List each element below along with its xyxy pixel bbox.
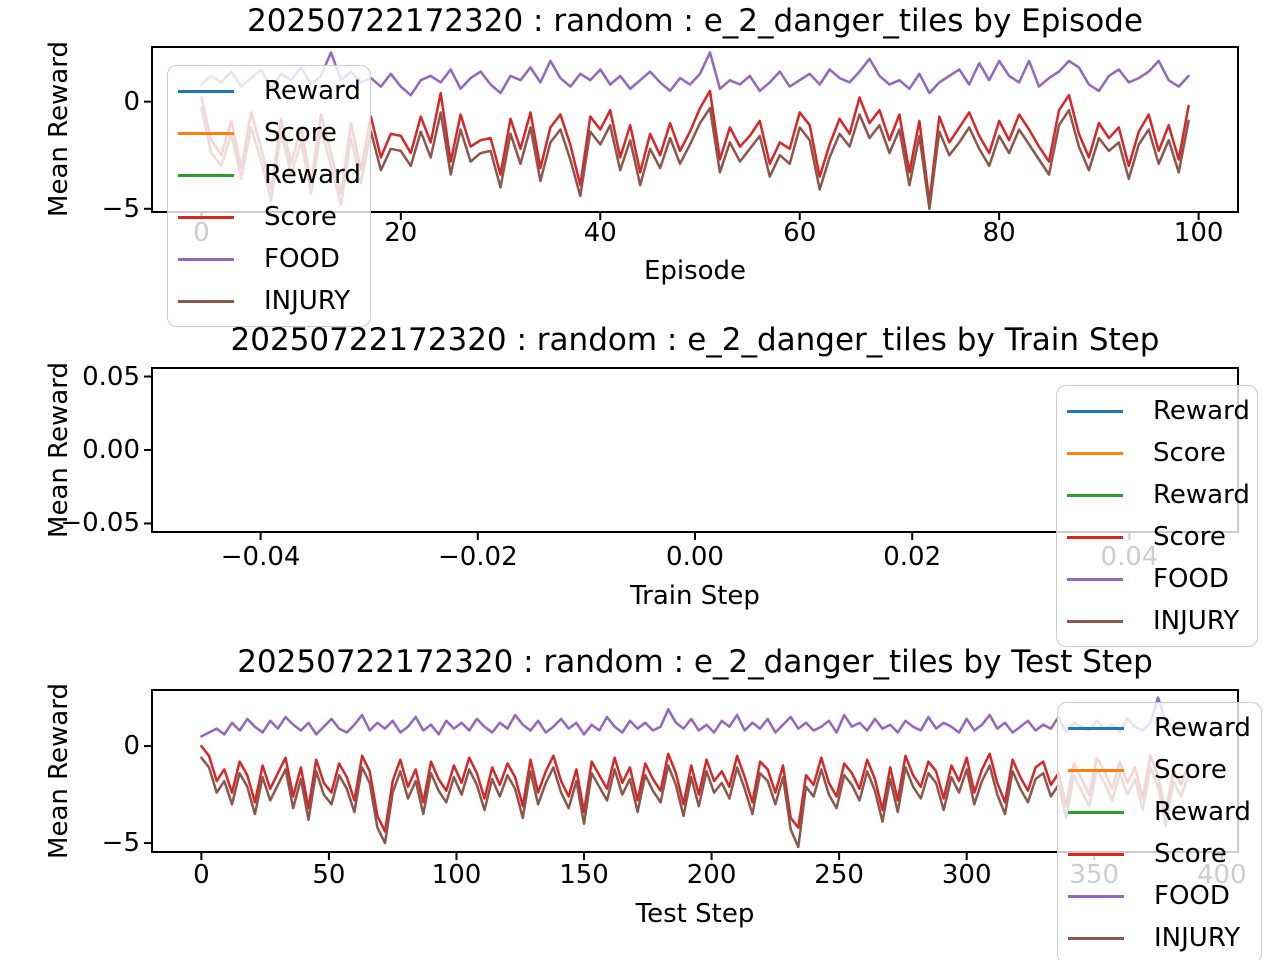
legend-entry: Score [168, 196, 370, 238]
legend-label: Score [264, 118, 337, 148]
legend-entry: Score [168, 112, 370, 154]
y-tick-label: 0 [123, 86, 140, 117]
x-tick-label: 250 [814, 860, 864, 890]
x-tick-label: 300 [941, 860, 992, 890]
legend-label: Reward [264, 76, 361, 106]
legend-entry: FOOD [168, 238, 370, 280]
legend-label: INJURY [264, 286, 351, 316]
legend-label: Score [1153, 438, 1226, 468]
legend-entry: Reward [168, 154, 370, 196]
x-axis-label: Episode [643, 256, 747, 286]
legend-label: INJURY [1154, 923, 1241, 953]
legend-swatch-reward-line [1068, 810, 1124, 814]
legend-entry: Reward [168, 70, 370, 112]
legend-swatch-reward-line [1067, 409, 1123, 413]
legend-entry: FOOD [1057, 558, 1257, 600]
y-tick-label: 0 [123, 731, 140, 762]
x-tick-label: 100 [1173, 218, 1224, 248]
legend-entry: INJURY [1057, 600, 1257, 642]
legend-label: Score [1153, 522, 1226, 552]
legend: Reward Score Reward Score FOOD INJURY [167, 65, 371, 327]
legend-swatch-score-line [1068, 768, 1124, 772]
legend-label: Reward [1153, 480, 1250, 510]
legend-label: Score [1154, 755, 1227, 785]
legend-label: Score [264, 202, 337, 232]
legend-swatch-reward-line [178, 89, 234, 93]
y-tick-label: −0.05 [60, 508, 140, 539]
x-tick-label: 0.00 [666, 542, 724, 572]
legend-entry: Reward [1057, 474, 1257, 516]
x-tick-label: 100 [431, 860, 482, 890]
y-tick-label: 0.05 [82, 361, 140, 392]
legend-label: Reward [264, 160, 361, 190]
legend-entry: FOOD [1058, 875, 1261, 917]
y-tick-label: −5 [101, 828, 140, 859]
legend-entry: Reward [1058, 707, 1261, 749]
legend-swatch-food-line [1067, 577, 1123, 581]
x-tick-label: 60 [783, 218, 817, 248]
x-axis-label: Test Step [635, 899, 755, 929]
series-line-injury [200, 756, 1190, 849]
y-tick-label: −5 [101, 193, 140, 224]
x-tick-label: 80 [982, 218, 1016, 248]
legend-entry: Score [1058, 833, 1261, 875]
x-tick-label: 200 [686, 860, 737, 890]
series-line-food [200, 696, 1190, 738]
legend-entry: Reward [1057, 390, 1257, 432]
x-tick-label: −0.02 [437, 542, 518, 572]
chart-title: 20250722172320 : random : e_2_danger_til… [237, 644, 1153, 680]
legend-label: Reward [1154, 797, 1251, 827]
legend-swatch-score-line [178, 215, 234, 219]
legend: Reward Score Reward Score FOOD INJURY [1057, 702, 1262, 960]
legend-swatch-reward-line [1067, 493, 1123, 497]
legend-label: FOOD [264, 244, 340, 274]
x-tick-label: 20 [384, 218, 418, 248]
legend-entry: Score [1057, 516, 1257, 558]
legend-swatch-reward-line [1068, 726, 1124, 730]
legend-entry: INJURY [1058, 917, 1261, 959]
x-axis-label: Train Step [630, 581, 760, 611]
legend-swatch-food-line [178, 257, 234, 261]
legend-swatch-reward-line [178, 173, 234, 177]
legend-label: Reward [1154, 713, 1251, 743]
legend-swatch-score-line [1067, 451, 1123, 455]
legend-entry: Score [1058, 749, 1261, 791]
legend-label: Score [1154, 839, 1227, 869]
y-tick-label: 0.00 [82, 435, 140, 465]
legend-swatch-score-line [1068, 852, 1124, 856]
x-tick-label: 50 [312, 860, 346, 890]
x-tick-label: 0 [193, 860, 210, 890]
legend-label: FOOD [1154, 881, 1230, 911]
legend-swatch-score-line [178, 131, 234, 135]
x-tick-label: 40 [583, 218, 617, 248]
chart-title: 20250722172320 : random : e_2_danger_til… [247, 3, 1143, 39]
legend-swatch-injury-line [1068, 936, 1124, 940]
x-tick-label: 150 [559, 860, 609, 890]
y-axis-label: Mean Reward [44, 41, 74, 217]
legend-swatch-food-line [1068, 894, 1124, 898]
x-tick-label: 0.02 [883, 542, 942, 572]
legend-swatch-injury-line [178, 299, 234, 303]
legend: Reward Score Reward Score FOOD INJURY [1056, 385, 1258, 647]
legend-swatch-injury-line [1067, 619, 1123, 623]
legend-entry: INJURY [168, 280, 370, 322]
x-tick-label: −0.04 [220, 542, 301, 572]
legend-label: Reward [1153, 396, 1250, 426]
axes-frame [151, 46, 1239, 213]
legend-entry: Reward [1058, 791, 1261, 833]
legend-label: FOOD [1153, 564, 1229, 594]
legend-entry: Score [1057, 432, 1257, 474]
y-axis-label: Mean Reward [44, 683, 74, 859]
chart-title: 20250722172320 : random : e_2_danger_til… [230, 322, 1160, 358]
series-line-score [200, 744, 1190, 833]
legend-swatch-score-line [1067, 535, 1123, 539]
legend-label: INJURY [1153, 606, 1240, 636]
